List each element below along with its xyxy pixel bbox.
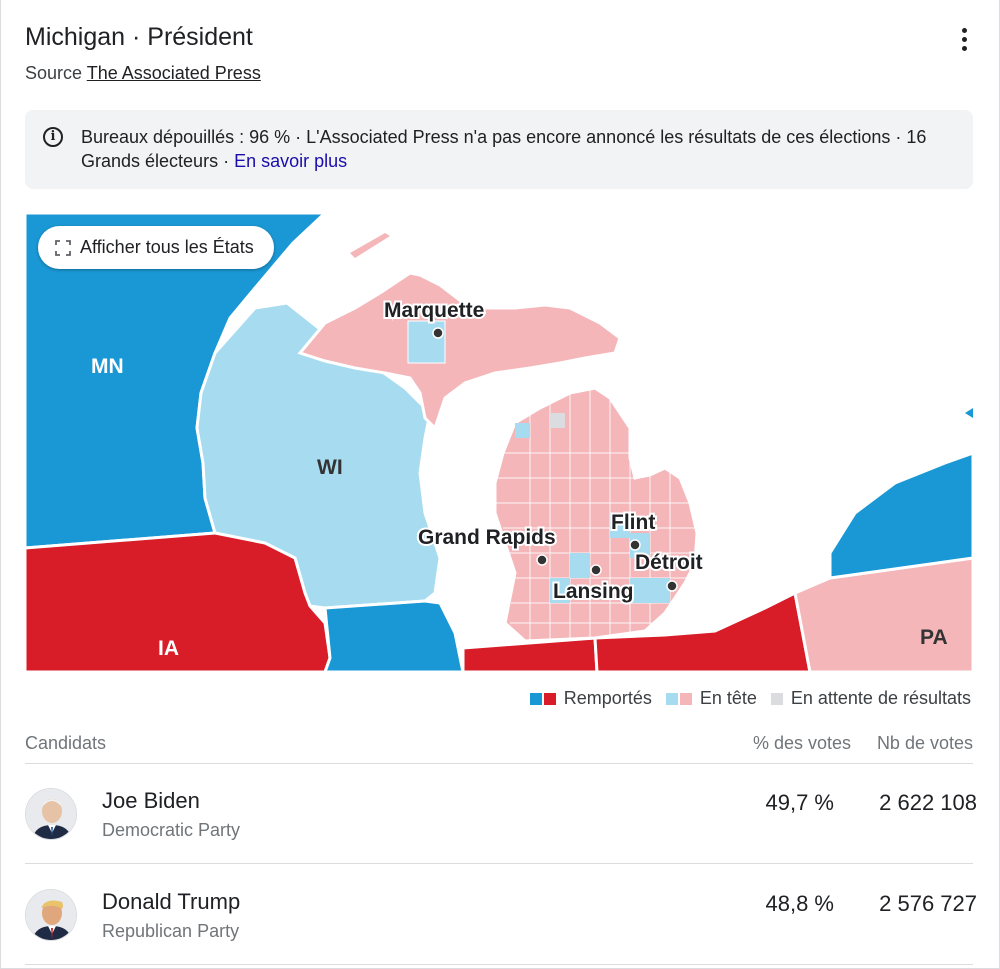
- show-all-states-label: Afficher tous les États: [80, 237, 254, 257]
- candidate-pct: 48,8 %: [765, 891, 835, 916]
- city-dot-lansing: [590, 564, 602, 576]
- source-line: Source The Associated Press: [25, 63, 261, 84]
- table-header: Candidats % des votes Nb de votes: [25, 733, 973, 764]
- learn-more-link[interactable]: En savoir plus: [234, 151, 348, 171]
- city-dot-grand-rapids: [536, 554, 548, 566]
- city-dot-flint: [629, 539, 641, 551]
- source-link[interactable]: The Associated Press: [86, 63, 261, 83]
- candidate-party: Republican Party: [102, 921, 240, 941]
- state-label-mn: MN: [91, 355, 124, 378]
- header-pct: % des votes: [752, 733, 851, 753]
- state-ia: [25, 531, 332, 672]
- more-vert-icon[interactable]: [947, 22, 981, 56]
- state-label-wi: WI: [317, 456, 343, 479]
- legend-pending: En attente de résultats: [770, 688, 971, 709]
- candidate-party: Democratic Party: [102, 820, 241, 840]
- state-oh: [593, 590, 812, 672]
- city-dot-marquette: [432, 327, 444, 339]
- city-label-lansing: Lansing: [553, 580, 634, 603]
- city-dot-detroit: [666, 580, 678, 592]
- source-prefix: Source: [25, 63, 83, 83]
- info-banner: i Bureaux dépouillés : 96 % · L'Associat…: [25, 110, 973, 189]
- avatar: [25, 788, 77, 840]
- info-text: Bureaux dépouillés : 96 % · L'Associated…: [81, 127, 927, 171]
- table-row[interactable]: Joe Biden Democratic Party 49,7 % 2 622 …: [25, 764, 977, 864]
- expand-icon: [55, 239, 71, 256]
- city-label-marquette: Marquette: [384, 299, 484, 322]
- page-title: Michigan · Président: [25, 23, 253, 51]
- city-label-flint: Flint: [611, 511, 655, 534]
- header-candidates: Candidats: [25, 733, 107, 753]
- candidate-name: Joe Biden: [102, 788, 200, 813]
- header-votes: Nb de votes: [876, 733, 973, 753]
- results-map[interactable]: MN WI IA PA Marquette Grand Rapids Flint…: [25, 213, 973, 672]
- avatar: [25, 889, 77, 941]
- city-label-detroit: Détroit: [635, 551, 703, 574]
- state-ny: [828, 451, 973, 580]
- state-mi-upper: [297, 271, 622, 431]
- state-label-ia: IA: [158, 637, 179, 660]
- table-row[interactable]: Donald Trump Republican Party 48,8 % 2 5…: [25, 865, 977, 965]
- state-pa: [793, 556, 973, 672]
- candidate-votes: 2 622 108: [879, 790, 977, 815]
- candidate-votes: 2 576 727: [879, 891, 977, 916]
- candidate-pct: 49,7 %: [765, 790, 835, 815]
- candidate-name: Donald Trump: [102, 889, 241, 914]
- info-icon: i: [43, 127, 63, 147]
- show-all-states-button[interactable]: Afficher tous les États: [38, 226, 274, 269]
- legend-won: Remportés: [529, 688, 652, 709]
- legend-leading: En tête: [665, 688, 757, 709]
- map-legend: Remportés En tête En attente de résultat…: [516, 688, 971, 709]
- state-label-pa: PA: [920, 626, 948, 649]
- state-il: [323, 599, 465, 672]
- city-label-grand-rapids: Grand Rapids: [418, 526, 556, 549]
